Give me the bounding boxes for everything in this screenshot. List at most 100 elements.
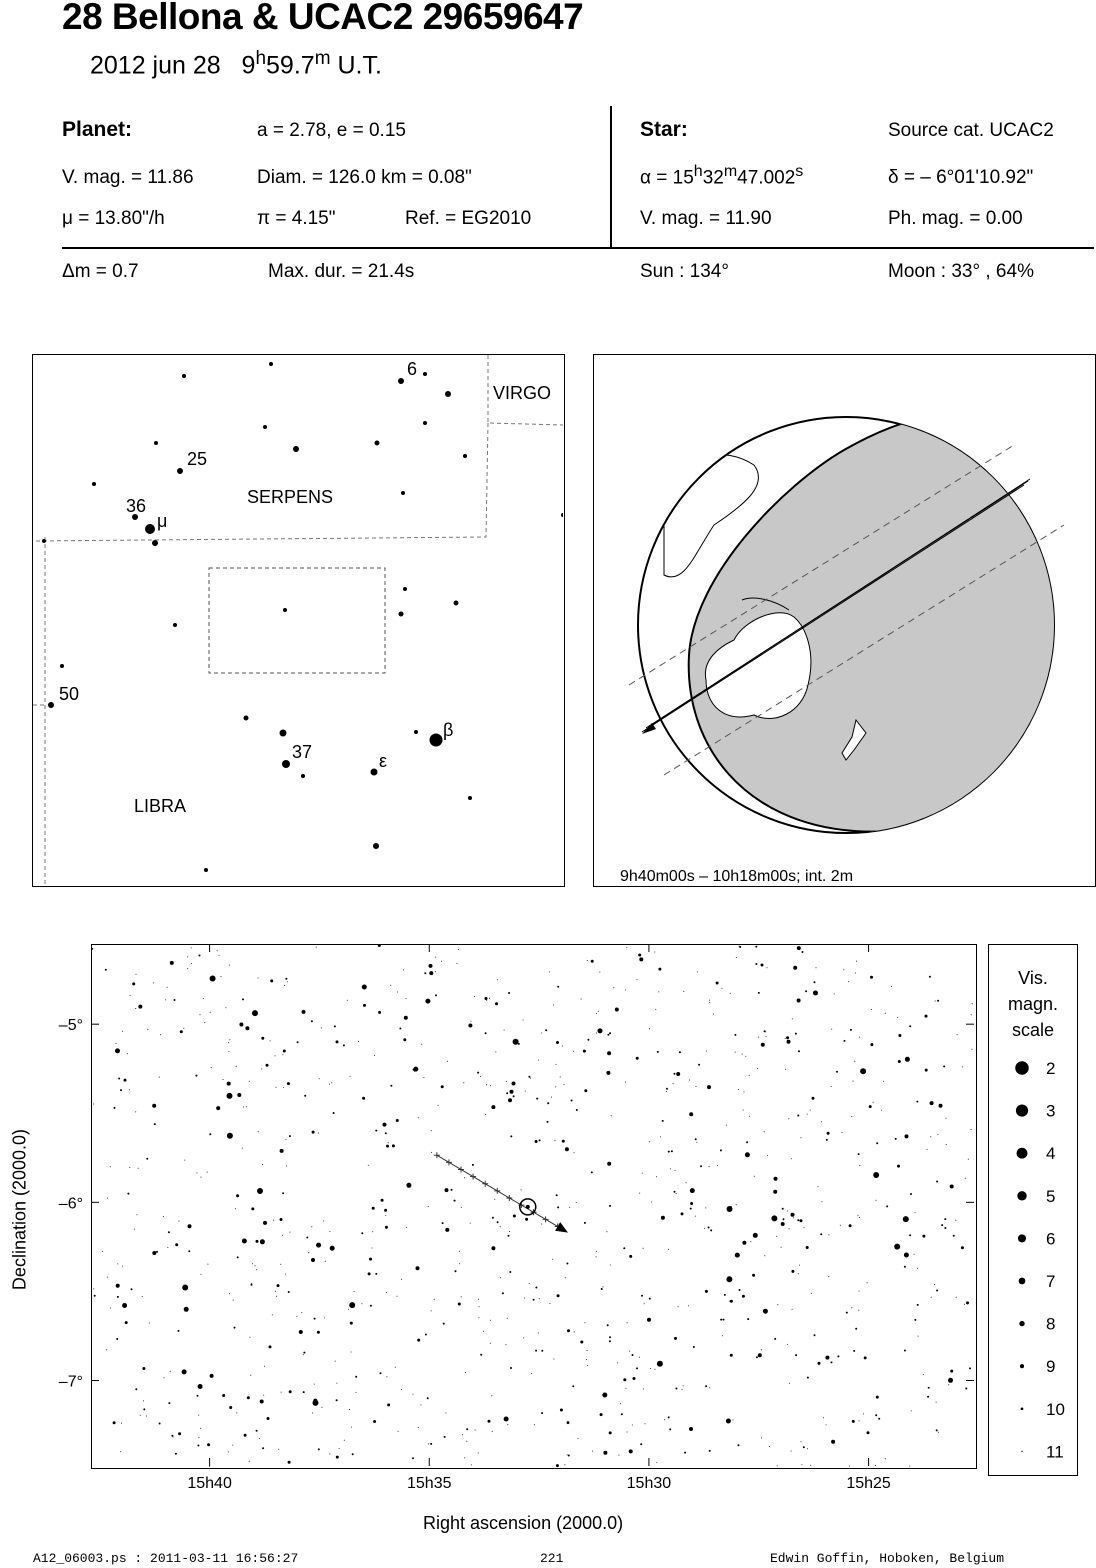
background-star: [477, 1298, 479, 1300]
background-star: [333, 1025, 336, 1028]
background-star: [696, 1141, 698, 1143]
background-star: [797, 1114, 800, 1117]
event-time-minutes: 59.7: [266, 51, 315, 80]
background-star: [329, 1230, 331, 1232]
background-star: [218, 954, 220, 956]
background-star: [855, 1327, 858, 1330]
background-star: [406, 1182, 412, 1188]
background-star: [232, 1444, 234, 1446]
star-ra-seconds: 47.002: [737, 167, 796, 189]
background-star: [371, 1247, 373, 1249]
background-star: [342, 1044, 345, 1047]
background-star: [254, 1265, 256, 1267]
background-star: [216, 950, 218, 952]
star-label-beta: β: [443, 720, 453, 740]
legend-dot: [1015, 1061, 1029, 1075]
background-star: [259, 1239, 265, 1245]
background-star: [237, 1093, 242, 1097]
background-star: [209, 1373, 214, 1378]
background-star: [494, 1198, 496, 1200]
background-star: [668, 1248, 669, 1250]
background-star: [163, 1377, 165, 1379]
background-star: [541, 1349, 544, 1352]
background-star: [188, 1250, 191, 1253]
background-star: [790, 1450, 792, 1452]
background-star: [955, 1219, 957, 1221]
background-star: [463, 1082, 465, 1084]
background-star: [764, 1031, 766, 1033]
background-star: [117, 1263, 119, 1265]
legend-svg: 2 3 4 5 6 7 8 9 10 11: [1015, 1059, 1065, 1461]
background-star: [138, 1004, 143, 1009]
star-ra: α = 15h32m47.002s: [640, 163, 804, 189]
background-star: [430, 1442, 433, 1445]
background-star: [894, 1137, 897, 1140]
background-star: [851, 1307, 853, 1309]
background-star: [769, 1445, 770, 1447]
background-star: [470, 1020, 472, 1022]
background-star: [777, 1304, 779, 1306]
background-star: [122, 1030, 124, 1032]
background-star: [649, 1141, 651, 1143]
background-star: [875, 1199, 877, 1201]
y-axis-label: Declination (2000.0): [9, 1128, 30, 1291]
background-star: [523, 1297, 525, 1299]
background-star: [553, 1358, 555, 1360]
background-star: [858, 1290, 860, 1292]
background-star: [805, 1246, 809, 1249]
background-star: [249, 1336, 251, 1338]
background-star: [387, 1403, 391, 1407]
background-star: [870, 1043, 874, 1047]
background-star: [924, 1014, 928, 1018]
background-star: [509, 1231, 510, 1232]
background-star: [133, 1228, 135, 1230]
background-star: [423, 1077, 425, 1079]
background-star: [207, 1263, 209, 1265]
background-star: [245, 1106, 247, 1108]
background-star: [355, 1375, 358, 1378]
background-star: [866, 1431, 870, 1435]
background-star: [782, 1218, 785, 1221]
background-star: [460, 1296, 462, 1298]
background-star: [377, 945, 381, 947]
background-star: [580, 1340, 584, 1344]
background-star: [523, 1337, 525, 1339]
background-star: [847, 981, 849, 983]
background-star: [547, 1102, 550, 1105]
legend-dot: [1016, 1147, 1028, 1159]
background-star: [922, 1374, 924, 1376]
page-title: 28 Bellona & UCAC2 29659647: [62, 0, 584, 37]
background-star: [361, 1303, 363, 1305]
background-star: [182, 1284, 189, 1291]
background-star: [788, 1118, 790, 1120]
background-star: [590, 959, 594, 963]
background-star: [584, 1322, 586, 1324]
background-star: [165, 999, 167, 1001]
background-star: [296, 1315, 298, 1317]
background-star: [394, 1366, 396, 1368]
background-star: [489, 1342, 491, 1344]
background-star: [209, 975, 216, 982]
background-star: [126, 1053, 128, 1055]
background-star: [274, 1290, 276, 1292]
background-star: [659, 1136, 661, 1138]
background-star: [175, 1243, 179, 1247]
background-star: [508, 1098, 512, 1103]
background-star: [856, 960, 857, 962]
background-star: [478, 1317, 480, 1319]
constellation-libra: LIBRA: [134, 796, 186, 816]
background-star: [790, 1212, 795, 1217]
background-star: [120, 1089, 122, 1092]
background-star: [641, 1294, 643, 1297]
background-star: [505, 1080, 507, 1082]
background-star: [433, 1298, 435, 1300]
background-star: [246, 1396, 250, 1400]
background-star: [208, 1465, 210, 1467]
background-star: [626, 1322, 628, 1324]
background-star: [609, 1204, 611, 1207]
background-star: [917, 1267, 918, 1269]
event-date: 2012 jun 28: [90, 51, 221, 80]
background-star: [757, 991, 760, 994]
background-star: [248, 1460, 250, 1462]
background-star: [343, 1439, 345, 1441]
